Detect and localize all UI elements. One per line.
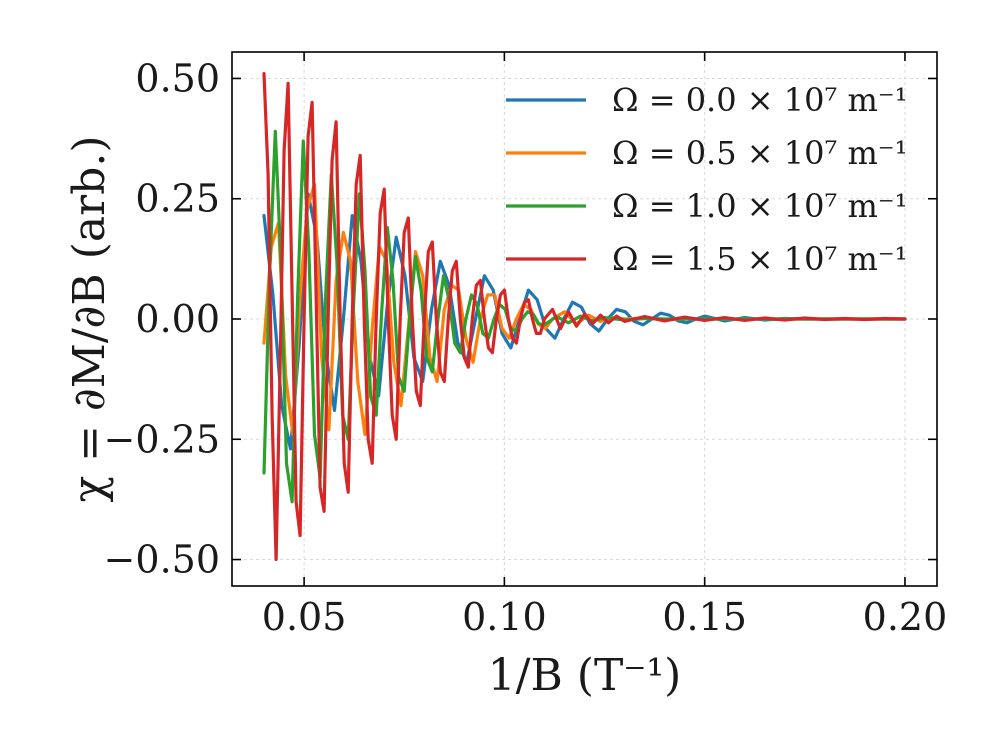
legend-label: Ω = 1.5 × 10⁷ m⁻¹ [612, 240, 908, 278]
ticks [232, 52, 937, 586]
x-tick-label: 0.20 [863, 595, 948, 639]
y-axis-label: χ = ∂M/∂B (arb.) [64, 136, 115, 503]
y-tick-label: 0.00 [135, 297, 220, 341]
series-group [262, 72, 907, 562]
y-tick-label: 0.25 [135, 177, 220, 221]
legend-label: Ω = 1.0 × 10⁷ m⁻¹ [612, 187, 908, 225]
legend-label: Ω = 0.5 × 10⁷ m⁻¹ [612, 134, 908, 172]
series-line-0 [262, 192, 907, 451]
y-tick-label: 0.50 [135, 56, 220, 100]
y-tick-label: −0.25 [104, 417, 220, 461]
y-tick-label: −0.50 [104, 538, 220, 582]
x-axis-label: 1/B (T⁻¹) [488, 650, 682, 701]
series-line-3 [262, 72, 907, 562]
x-tick-label: 0.15 [662, 595, 747, 639]
legend-label: Ω = 0.0 × 10⁷ m⁻¹ [612, 81, 908, 119]
x-tick-label: 0.10 [462, 595, 547, 639]
legend: Ω = 0.0 × 10⁷ m⁻¹ Ω = 0.5 × 10⁷ m⁻¹ Ω = 1.… [506, 81, 908, 278]
x-tick-label: 0.05 [262, 595, 347, 639]
tick-labels: 0.05 0.10 0.15 0.20 −0.50 −0.25 0.00 0.25 0.50 [104, 56, 948, 639]
